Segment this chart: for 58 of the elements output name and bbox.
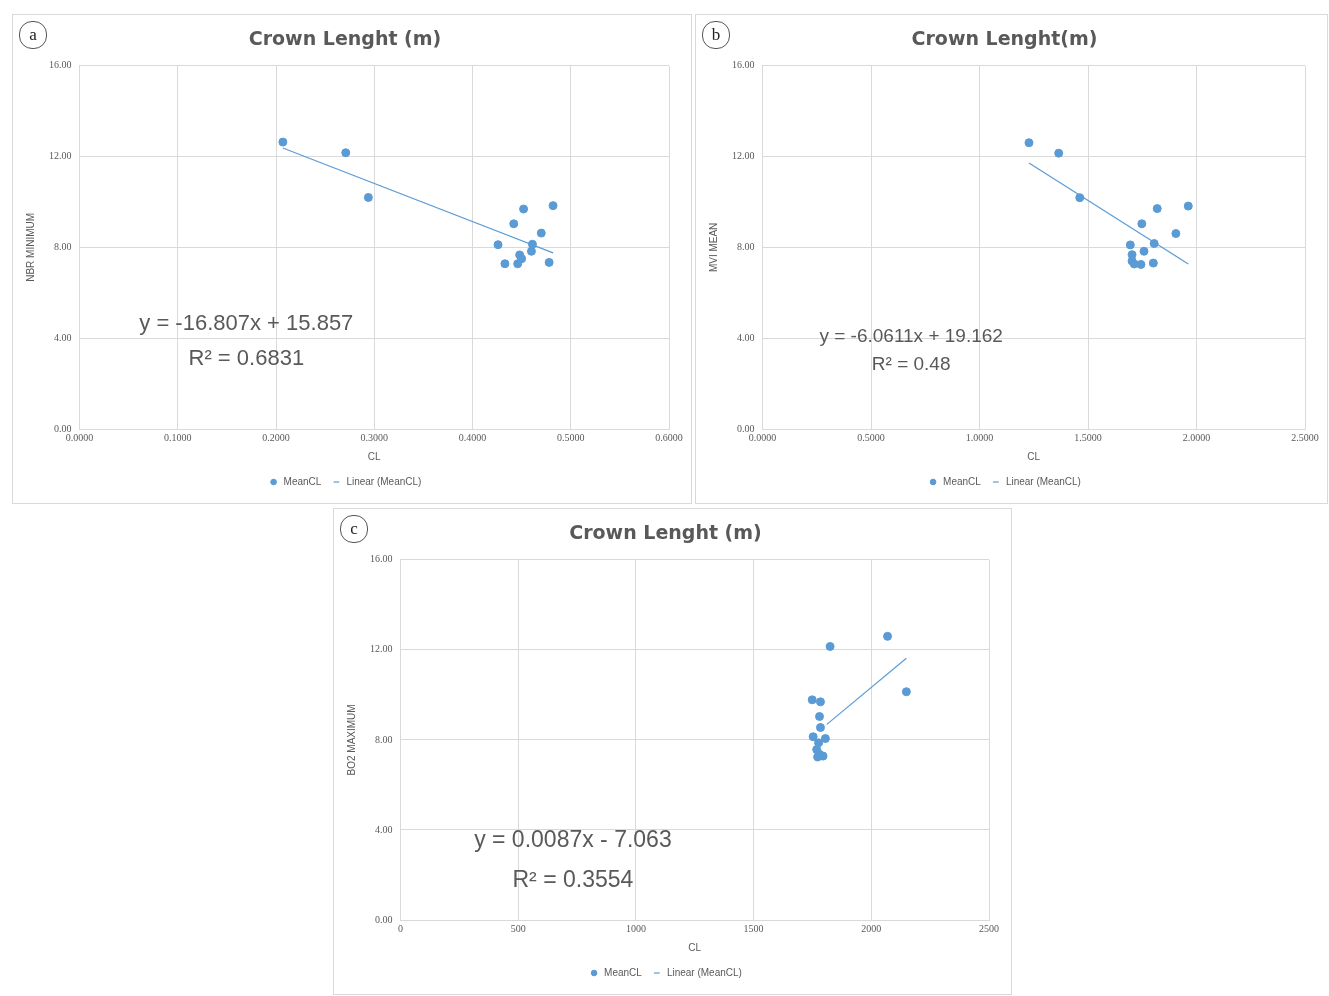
chart-title: Crown Lenght(m) xyxy=(911,27,1098,50)
y-tick-label: 8.00 xyxy=(54,241,72,253)
x-tick-label: 0.4000 xyxy=(458,431,487,443)
x-tick-label: 1500 xyxy=(743,922,764,934)
x-tick-label: 2.0000 xyxy=(1182,431,1211,443)
x-tick-label: 1000 xyxy=(625,922,646,934)
x-tick-label: 0.5000 xyxy=(857,431,885,443)
y-tick-label: 8.00 xyxy=(375,733,393,745)
x-tick-label: 0.6000 xyxy=(655,431,683,443)
x-axis-title: CL xyxy=(367,450,382,462)
y-tick-label: 0.00 xyxy=(375,913,393,925)
chart-title: Crown Lenght (m) xyxy=(569,521,762,544)
text: a xyxy=(19,21,47,49)
y-tick-label: 4.00 xyxy=(737,331,755,343)
y-tick-label: 0.00 xyxy=(54,422,72,434)
legend-label: MeanCL xyxy=(604,966,643,978)
y-axis-title: MVI MEAN xyxy=(707,222,719,273)
y-tick-label: 16.00 xyxy=(49,59,72,71)
x-tick-label: 0.1000 xyxy=(164,431,192,443)
annotation: R² = 0.6831 xyxy=(188,344,305,370)
chart-title: Crown Lenght (m) xyxy=(248,27,442,50)
annotation: y = -16.807x + 15.857 xyxy=(139,309,354,335)
y-tick-label: 16.00 xyxy=(370,553,393,565)
x-tick-label: 0.5000 xyxy=(557,431,585,443)
legend-label: Linear (MeanCL) xyxy=(346,475,422,487)
x-tick-label: 0 xyxy=(398,922,403,934)
x-tick-label: 500 xyxy=(510,922,526,934)
y-tick-label: 12.00 xyxy=(49,150,72,162)
x-tick-label: 2.5000 xyxy=(1291,431,1319,443)
y-tick-label: 4.00 xyxy=(375,823,393,835)
annotation: y = -6.0611x + 19.162 xyxy=(819,325,1003,347)
annotation: R² = 0.3554 xyxy=(512,865,634,892)
text: c xyxy=(340,515,368,543)
text: b xyxy=(702,21,730,49)
y-tick-label: 12.00 xyxy=(732,150,755,162)
y-tick-label: 8.00 xyxy=(737,241,755,253)
x-tick-label: 0.2000 xyxy=(262,431,290,443)
x-axis-title: CL xyxy=(688,941,702,953)
annotation: y = 0.0087x - 7.063 xyxy=(474,826,672,853)
x-tick-label: 0.0000 xyxy=(65,431,94,443)
legend-label: MeanCL xyxy=(283,475,322,487)
x-tick-label: 0.3000 xyxy=(360,431,388,443)
y-tick-label: 4.00 xyxy=(54,331,72,343)
x-tick-label: 2500 xyxy=(979,922,999,934)
x-tick-label: 2000 xyxy=(861,922,882,934)
x-tick-label: 1.0000 xyxy=(965,431,994,443)
x-axis-title: CL xyxy=(1027,450,1041,462)
y-axis-title: NBR MINIMUM xyxy=(24,212,36,282)
y-axis-title: BO2 MAXIMUM xyxy=(345,704,357,776)
y-tick-label: 16.00 xyxy=(732,59,755,71)
x-tick-label: 0.0000 xyxy=(748,431,777,443)
annotation: R² = 0.48 xyxy=(871,353,951,375)
y-tick-label: 0.00 xyxy=(737,422,755,434)
y-tick-label: 12.00 xyxy=(370,643,393,655)
legend-label: Linear (MeanCL) xyxy=(1005,475,1081,487)
x-tick-label: 1.5000 xyxy=(1074,431,1102,443)
legend-label: Linear (MeanCL) xyxy=(666,966,742,978)
legend-label: MeanCL xyxy=(943,475,982,487)
